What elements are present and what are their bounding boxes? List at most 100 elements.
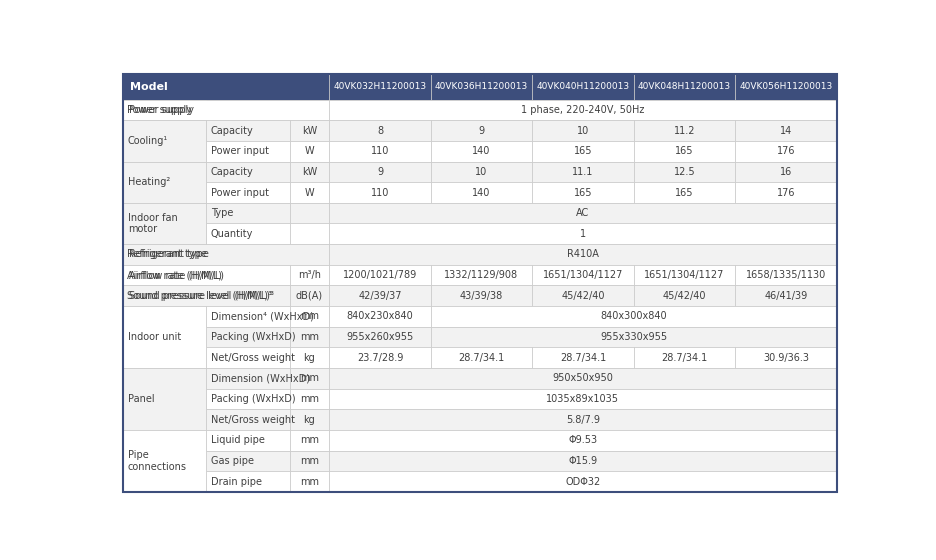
Bar [206,161,289,182]
Bar [329,389,837,409]
Text: mm: mm [300,456,319,466]
Bar [533,74,634,100]
Bar [289,368,329,389]
Text: 40VK040H11200013: 40VK040H11200013 [536,82,630,91]
Text: 40VK048H11200013: 40VK048H11200013 [637,82,731,91]
Bar [533,286,634,306]
Bar [634,141,735,161]
Text: 28.7/34.1: 28.7/34.1 [459,353,505,363]
Text: Airflow rate (H/M/L): Airflow rate (H/M/L) [127,270,222,280]
Text: 10: 10 [577,125,589,136]
Bar [289,451,329,472]
Text: 840x230x840: 840x230x840 [346,311,414,321]
Bar [206,120,289,141]
Bar [329,141,431,161]
Bar [431,265,533,286]
Bar [329,286,431,306]
Bar [431,141,533,161]
Text: Net/Gross weight: Net/Gross weight [211,353,295,363]
Bar [289,120,329,141]
Bar [289,182,329,203]
Text: 165: 165 [675,188,694,198]
Bar [289,286,329,306]
Text: 840x300x840: 840x300x840 [600,311,667,321]
Bar [533,141,634,161]
Text: 1035x89x1035: 1035x89x1035 [547,394,620,404]
Bar [533,347,634,368]
Text: Model: Model [130,82,168,92]
Bar [735,347,837,368]
Text: kg: kg [303,353,315,363]
Bar [329,120,431,141]
Text: W: W [304,146,314,156]
Text: Sound pressure level (H/M/L)³: Sound pressure level (H/M/L)³ [127,291,272,301]
Text: 1651/1304/1127: 1651/1304/1127 [644,270,724,280]
Bar [431,161,533,182]
Bar [329,409,837,430]
Text: dB(A): dB(A) [296,291,323,301]
Bar [634,182,735,203]
Bar [431,286,533,306]
Bar [329,451,837,472]
Bar [329,161,431,182]
Text: 1651/1304/1127: 1651/1304/1127 [543,270,623,280]
Bar [735,265,837,286]
Bar [634,265,735,286]
Bar [206,472,289,492]
Text: Capacity: Capacity [211,167,254,177]
Text: mm: mm [300,374,319,384]
Text: 42/39/37: 42/39/37 [358,291,402,301]
Bar [735,120,837,141]
Text: Panel: Panel [128,394,154,404]
Bar [289,347,329,368]
Text: 11.1: 11.1 [572,167,593,177]
Bar [735,182,837,203]
Text: Packing (WxHxD): Packing (WxHxD) [211,394,295,404]
Text: Refrigerant type: Refrigerant type [128,249,209,259]
Text: Type: Type [211,208,233,218]
Text: 1658/1335/1130: 1658/1335/1130 [746,270,826,280]
Text: 176: 176 [777,146,795,156]
Bar [735,161,837,182]
Text: Power supply: Power supply [128,105,194,115]
Bar [329,244,837,265]
Text: 1 phase, 220-240V, 50Hz: 1 phase, 220-240V, 50Hz [521,105,645,115]
Bar [329,100,837,120]
Bar [206,451,289,472]
Bar [123,244,329,265]
Text: 40VK036H11200013: 40VK036H11200013 [435,82,528,91]
Text: 14: 14 [780,125,792,136]
Bar [329,326,431,347]
Bar [289,472,329,492]
Bar [431,74,533,100]
Text: 955x330x955: 955x330x955 [600,332,667,342]
Text: Φ9.53: Φ9.53 [568,435,597,445]
Bar [206,347,289,368]
Text: mm: mm [300,477,319,487]
Bar [123,430,206,492]
Bar [289,326,329,347]
Bar [431,347,533,368]
Bar [206,182,289,203]
Bar [329,265,431,286]
Text: Dimension⁴ (WxHxD): Dimension⁴ (WxHxD) [211,311,314,321]
Text: Dimension (WxHxD): Dimension (WxHxD) [211,374,310,384]
Text: 30.9/36.3: 30.9/36.3 [763,353,809,363]
Bar [289,141,329,161]
Bar [289,430,329,451]
Text: ODΦ32: ODΦ32 [565,477,601,487]
Bar [431,182,533,203]
Bar [735,286,837,306]
Bar [329,430,837,451]
Text: 23.7/28.9: 23.7/28.9 [357,353,403,363]
Text: Gas pipe: Gas pipe [211,456,254,466]
Text: kg: kg [303,414,315,424]
Bar [329,223,837,244]
Text: 45/42/40: 45/42/40 [663,291,706,301]
Text: 9: 9 [377,167,383,177]
Bar [123,265,206,286]
Text: 9: 9 [478,125,485,136]
Text: 950x50x950: 950x50x950 [552,374,613,384]
Bar [289,161,329,182]
Text: 140: 140 [473,188,490,198]
